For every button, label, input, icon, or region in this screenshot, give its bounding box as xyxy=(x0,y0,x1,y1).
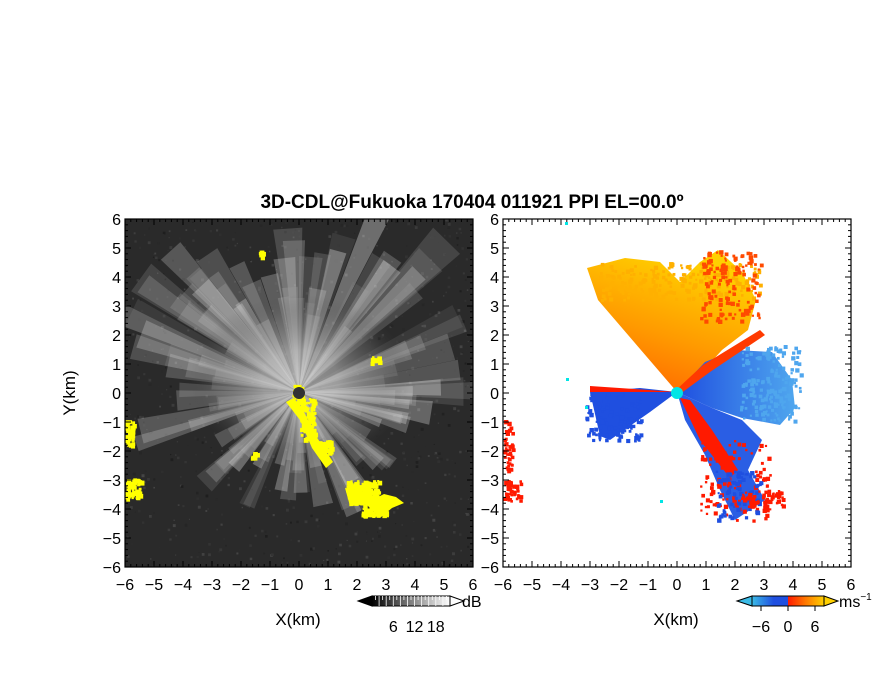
y-tick-label: 0 xyxy=(490,386,499,403)
velocity-colorbar-left-arrow xyxy=(735,595,753,607)
y-tick-label: −6 xyxy=(103,560,121,577)
y-tick-label: 3 xyxy=(112,299,121,316)
reflectivity-axes: −6 −5 −4 −3 −2 −1 0 1 2 3 4 5 6 −6 −5 −4 −3 −2 −1 0 1 2 3 4 5 6 xyxy=(103,212,478,594)
y-tick-label: 6 xyxy=(490,212,499,229)
x-tick-label: −1 xyxy=(639,577,657,594)
y-tick-label: 1 xyxy=(490,357,499,374)
y-tick-label: −4 xyxy=(481,502,499,519)
x-tick-label: 2 xyxy=(353,577,362,594)
shear-band-north xyxy=(676,330,765,394)
x-tick-label: −3 xyxy=(581,577,599,594)
x-tick-label: 6 xyxy=(847,577,856,594)
x-tick-label: 3 xyxy=(760,577,769,594)
x-tick-label: 4 xyxy=(789,577,798,594)
y-tick-label: −1 xyxy=(103,415,121,432)
y-tick-label: −3 xyxy=(481,473,499,490)
radar-site-marker xyxy=(293,387,305,399)
chart-title: 3D-CDL@Fukuoka 170404 011921 PPI EL=00.0… xyxy=(260,192,683,213)
db-colorbar-unit: dB xyxy=(462,594,482,611)
y-tick-label: −6 xyxy=(481,560,499,577)
y-tick-label: −3 xyxy=(103,473,121,490)
velocity-panel: −6 −5 −4 −3 −2 −1 0 1 2 3 4 5 6 −6 −5 −4 −3 −2 −1 0 1 2 3 4 5 6 X… xyxy=(481,212,872,636)
db-colorbar: 6 12 18 dB xyxy=(356,594,482,636)
velocity-colorbar-tick-label: 6 xyxy=(811,619,820,636)
x-tick-label: 0 xyxy=(295,577,304,594)
x-tick-label: 1 xyxy=(324,577,333,594)
x-tick-label: −3 xyxy=(203,577,221,594)
y-axis-label: Y(km) xyxy=(60,370,79,415)
x-tick-label: 2 xyxy=(731,577,740,594)
velocity-colorbar-tick-label: 0 xyxy=(784,619,793,636)
x-tick-label: −6 xyxy=(116,577,134,594)
x-tick-label: −2 xyxy=(610,577,628,594)
x-tick-label: 5 xyxy=(440,577,449,594)
y-tick-label: 5 xyxy=(112,241,121,258)
y-tick-label: 4 xyxy=(112,270,121,287)
y-tick-label: 2 xyxy=(112,328,121,345)
velocity-colorbar-bar xyxy=(751,595,825,607)
echo-core xyxy=(190,295,410,465)
x-tick-label: −5 xyxy=(523,577,541,594)
db-colorbar-tick-label: 12 xyxy=(406,619,424,636)
y-tick-label: 4 xyxy=(490,270,499,287)
y-tick-label: 1 xyxy=(112,357,121,374)
y-tick-label: 6 xyxy=(112,212,121,229)
velocity-colorbar-tick-label: −6 xyxy=(752,619,770,636)
x-tick-label: 0 xyxy=(673,577,682,594)
y-tick-label: −2 xyxy=(481,444,499,461)
x-axis-label: X(km) xyxy=(275,610,320,629)
y-tick-label: 3 xyxy=(490,299,499,316)
velocity-colorbar: −6 0 6 ms−1 xyxy=(735,592,872,636)
x-tick-label: −1 xyxy=(261,577,279,594)
x-axis-label: X(km) xyxy=(653,610,698,629)
y-tick-label: −2 xyxy=(103,444,121,461)
x-tick-label: 3 xyxy=(382,577,391,594)
velocity-speckle xyxy=(503,222,804,523)
db-colorbar-tick-label: 18 xyxy=(427,619,445,636)
radar-site-marker xyxy=(671,387,683,399)
velocity-colorbar-unit: ms−1 xyxy=(839,592,872,611)
shear-band-south xyxy=(680,398,738,478)
db-colorbar-right-arrow xyxy=(449,595,466,607)
x-tick-label: 1 xyxy=(702,577,711,594)
db-colorbar-tick-label: 6 xyxy=(389,619,398,636)
x-tick-label: −6 xyxy=(494,577,512,594)
x-tick-label: −5 xyxy=(145,577,163,594)
x-tick-label: −4 xyxy=(174,577,192,594)
y-tick-label: −5 xyxy=(103,531,121,548)
x-tick-label: −4 xyxy=(552,577,570,594)
y-tick-label: −5 xyxy=(481,531,499,548)
y-tick-label: −1 xyxy=(481,415,499,432)
shear-band-west xyxy=(590,386,677,392)
db-colorbar-left-arrow xyxy=(356,595,373,607)
x-tick-label: 4 xyxy=(411,577,420,594)
y-tick-label: 5 xyxy=(490,241,499,258)
y-tick-label: −4 xyxy=(103,502,121,519)
x-tick-label: −2 xyxy=(232,577,250,594)
velocity-colorbar-right-arrow xyxy=(823,595,840,607)
x-tick-label: 5 xyxy=(818,577,827,594)
x-tick-label: 6 xyxy=(469,577,478,594)
y-tick-label: 2 xyxy=(490,328,499,345)
velocity-axes: −6 −5 −4 −3 −2 −1 0 1 2 3 4 5 6 −6 −5 −4 −3 −2 −1 0 1 2 3 4 5 6 xyxy=(481,212,856,594)
y-tick-label: 0 xyxy=(112,386,121,403)
